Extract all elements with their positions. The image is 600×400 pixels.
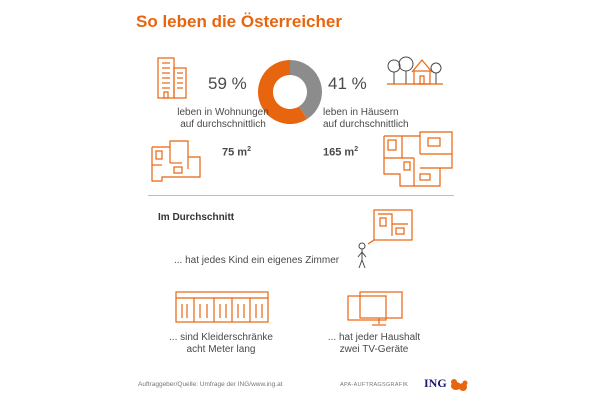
apartments-area-exponent: 2: [247, 146, 251, 153]
apartments-area-value: 75 m: [222, 146, 248, 159]
donut-slice-houses: [290, 60, 322, 120]
donut-slice-apartments: [258, 60, 308, 124]
apartments-description-line-1: leben in Wohnungen: [177, 107, 269, 118]
houses-description-line-1: leben in Häusern: [323, 107, 399, 118]
apartments-description: leben in Wohnungen auf durchschnittlich: [170, 107, 276, 131]
houses-percent: 41 %: [328, 74, 367, 93]
ing-lion-icon: [451, 379, 468, 391]
house-floorplan-icon: [383, 131, 453, 187]
fact-tv-line-1: ... hat jeder Haushalt: [327, 332, 421, 343]
fact-wardrobes: ... sind Kleiderschränke acht Meter lang: [166, 332, 276, 356]
source-note: Auftraggeber/Quelle: Umfrage der ING/www…: [138, 381, 283, 388]
ing-logo: ING: [424, 376, 447, 390]
fact-child-room: ... hat jedes Kind ein eigenes Zimmer: [174, 255, 340, 266]
houses-description: leben in Häusern auf durchschnittlich: [323, 107, 443, 131]
apartment-building-icon: [157, 57, 187, 99]
housing-donut-chart: [258, 60, 322, 124]
apartments-average-area: 75 m2: [222, 146, 251, 159]
houses-area-exponent: 2: [354, 146, 359, 153]
fact-tv-line-2: zwei TV-Geräte: [339, 344, 409, 355]
wardrobe-icon: [175, 291, 269, 323]
average-heading: Im Durchschnitt: [158, 212, 235, 223]
fact-wardrobes-line-2: acht Meter lang: [186, 344, 256, 355]
apartment-floorplan-icon: [151, 140, 201, 182]
credit-note: APA-AUFTRAGSGRAFIK: [340, 382, 409, 388]
page-title: So leben die Österreicher: [136, 12, 342, 31]
houses-area-value: 165 m: [323, 146, 355, 159]
house-icon: [387, 56, 443, 85]
fact-tv: ... hat jeder Haushalt zwei TV-Geräte: [316, 332, 432, 356]
houses-average-area: 165 m2: [323, 146, 358, 159]
tv-icon: [347, 291, 403, 326]
apartments-description-line-2: auf durchschnittlich: [180, 119, 266, 130]
fact-wardrobes-line-1: ... sind Kleiderschränke: [169, 332, 273, 343]
section-divider: [148, 195, 454, 196]
apartments-percent: 59 %: [208, 74, 247, 93]
child-room-icon: [357, 209, 413, 269]
infographic-panel: So leben die Österreicher 59 % 41 %: [118, 0, 482, 400]
houses-description-line-2: auf durchschnittlich: [323, 119, 409, 130]
